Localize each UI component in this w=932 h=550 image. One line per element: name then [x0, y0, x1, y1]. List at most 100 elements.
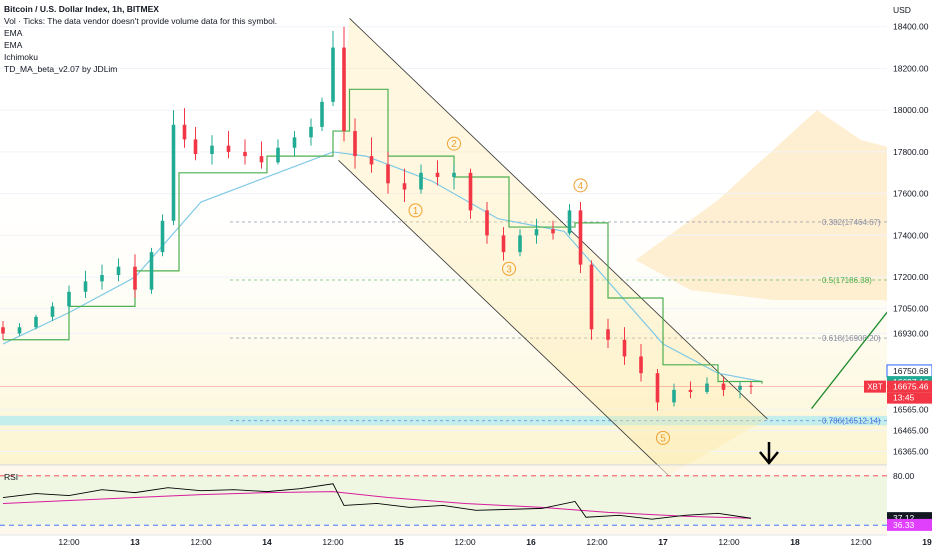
candle-body-3: [50, 306, 55, 317]
candle-body-24: [353, 131, 357, 157]
candle-body-27: [402, 183, 407, 190]
candle-body-19: [292, 137, 297, 148]
rsi-label[interactable]: RSI: [4, 472, 19, 482]
symbol-tag: XBT: [867, 383, 883, 392]
candle-body-14: [210, 145, 214, 155]
fib-label-0.5: 0.5(17186.38): [822, 276, 872, 285]
price-tick-8: 16930.00: [893, 329, 929, 339]
wave-label-1: 1: [413, 206, 419, 217]
candle-body-22: [331, 47, 335, 102]
time-tick-13: 19: [922, 537, 932, 547]
countdown-label: 13:45: [893, 393, 915, 403]
candle-body-46: [705, 383, 709, 392]
symbol-tag-bg: [864, 380, 886, 393]
candle-body-42: [639, 356, 643, 374]
candle-body-23: [342, 47, 346, 132]
rsi-ma-badge: 36.33: [893, 520, 915, 530]
candle-body-10: [160, 220, 165, 253]
time-tick-4: 12:00: [322, 537, 344, 547]
time-tick-6: 12:00: [454, 537, 476, 547]
candle-body-9: [149, 252, 154, 290]
candle-body-15: [226, 145, 231, 152]
chart-legend: Bitcoin / U.S. Dollar Index, 1h, BITMEX …: [4, 3, 277, 75]
candle-body-40: [606, 329, 610, 340]
candle-body-25: [369, 156, 374, 165]
price-tick-11: 16365.00: [893, 446, 929, 456]
time-tick-2: 12:00: [190, 537, 212, 547]
candle-body-37: [567, 210, 572, 234]
candle-body-7: [116, 266, 121, 276]
wave-circle-4: [573, 178, 588, 193]
candle-body-45: [688, 389, 693, 392]
candle-body-38: [578, 210, 583, 265]
time-tick-0: 12:00: [58, 537, 80, 547]
price-tick-9: 16565.00: [893, 405, 929, 415]
price-tick-1: 18200.00: [893, 63, 929, 73]
time-tick-11: 18: [790, 537, 800, 547]
ema-fast-line: [2, 151, 763, 383]
legend-ema-1[interactable]: EMA: [4, 28, 23, 38]
channel-fill: [338, 18, 768, 476]
price-badge-0: 16750.68: [893, 366, 929, 376]
candle-body-26: [386, 164, 390, 184]
rsi-tick-0: 80.00: [893, 471, 915, 481]
legend-volume[interactable]: Vol · Ticks: The data vendor doesn't pro…: [4, 16, 278, 26]
price-tick-6: 17200.00: [893, 272, 929, 282]
candle-body-33: [501, 235, 506, 253]
candle-body-48: [738, 385, 742, 390]
wave-label-4: 4: [578, 181, 584, 192]
candle-body-20: [309, 126, 313, 138]
candle-body-5: [83, 281, 88, 292]
rsi-band-fill: [0, 475, 887, 526]
price-tick-5: 17400.00: [893, 230, 929, 240]
channel-lower-line: [338, 159, 669, 476]
candle-body-4: [67, 291, 71, 307]
candle-body-30: [452, 172, 456, 177]
wave-label-5: 5: [660, 433, 666, 444]
candle-body-44: [672, 389, 676, 403]
candle-body-31: [468, 172, 473, 211]
legend-ema-2[interactable]: EMA: [4, 40, 23, 50]
price-axis-bg: [887, 0, 932, 550]
time-tick-3: 14: [262, 537, 272, 547]
wave-circle-1: [408, 203, 423, 218]
time-tick-1: 13: [130, 537, 140, 547]
rsi-ma-line: [2, 491, 752, 519]
wave-circle-3: [502, 261, 516, 276]
price-badge-2: 16675.46: [893, 382, 929, 392]
fib-label-0.618: 0.618(16908.20): [822, 334, 881, 343]
candle-body-0: [1, 327, 5, 334]
symbol-title[interactable]: Bitcoin / U.S. Dollar Index, 1h, BITMEX: [4, 4, 159, 14]
candle-body-29: [435, 172, 440, 177]
legend-ichimoku[interactable]: Ichimoku: [4, 52, 39, 62]
down-arrow-head: [759, 451, 779, 465]
support-zone: [0, 415, 887, 426]
candle-body-34: [518, 235, 522, 253]
wave-label-3: 3: [506, 264, 512, 275]
ichimoku-cloud: [635, 110, 932, 314]
candle-body-16: [243, 151, 247, 157]
candle-body-41: [622, 339, 627, 357]
legend-td-ma[interactable]: TD_MA_beta_v2.07 by JDLim: [4, 64, 118, 74]
candle-body-28: [419, 172, 423, 190]
time-tick-5: 15: [394, 537, 404, 547]
candle-body-13: [193, 139, 198, 155]
price-badge-bg-2: [887, 380, 932, 393]
fib-label-0.382: 0.382(17464.67): [822, 218, 881, 227]
channel-upper-line: [349, 18, 768, 420]
candle-body-18: [276, 147, 280, 163]
candle-body-21: [320, 101, 324, 127]
price-tick-3: 17800.00: [893, 147, 929, 157]
price-tick-10: 16465.00: [893, 426, 929, 436]
candle-body-32: [485, 210, 489, 236]
candle-body-8: [133, 266, 137, 290]
time-tick-9: 17: [658, 537, 668, 547]
rsi-ma-badge-bg: [887, 518, 932, 531]
wave-circle-5: [656, 430, 670, 445]
fib-label-0.786: 0.786(16512.14): [822, 417, 881, 426]
time-tick-10: 12:00: [718, 537, 740, 547]
candle-body-17: [259, 156, 264, 163]
time-tick-8: 12:00: [586, 537, 608, 547]
candle-body-1: [17, 327, 22, 334]
